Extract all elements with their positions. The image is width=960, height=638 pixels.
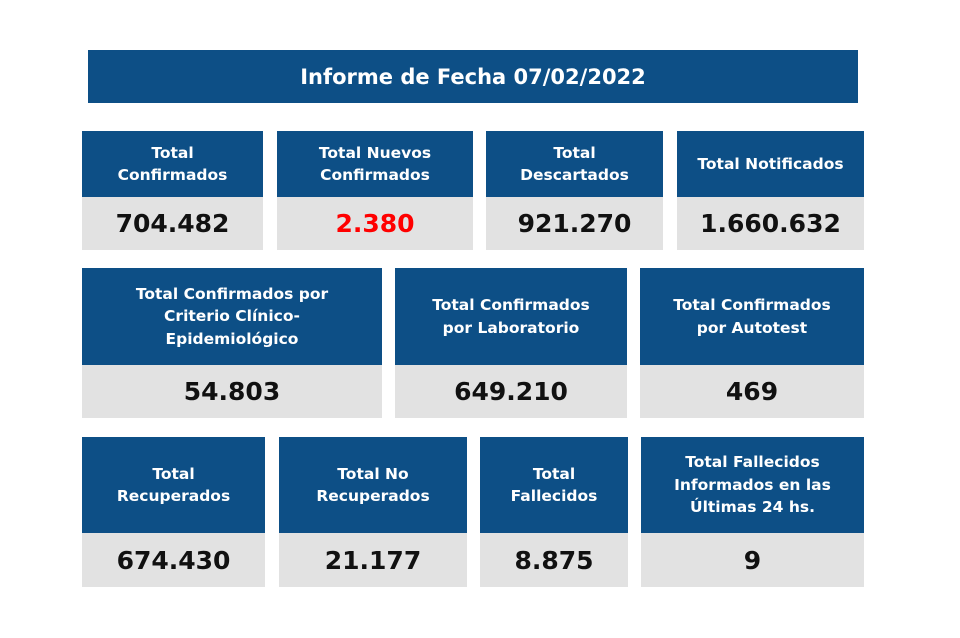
card-label: Total No Recuperados xyxy=(279,437,467,533)
card-value: 469 xyxy=(640,365,864,418)
card-label: Total Confirmados por Laboratorio xyxy=(395,268,627,365)
card-value: 649.210 xyxy=(395,365,627,418)
card-label: Total Confirmados por Autotest xyxy=(640,268,864,365)
card-value: 8.875 xyxy=(480,533,628,587)
card-label: Total Fallecidos xyxy=(480,437,628,533)
card-value: 9 xyxy=(641,533,864,587)
card-label: Total Confirmados por Criterio Clínico- … xyxy=(82,268,382,365)
card-label: Total Notificados xyxy=(677,131,864,197)
card-label: Total Fallecidos Informados en las Últim… xyxy=(641,437,864,533)
card-label: Total Confirmados xyxy=(82,131,263,197)
card-value: 921.270 xyxy=(486,197,663,250)
card-value: 1.660.632 xyxy=(677,197,864,250)
card-value: 674.430 xyxy=(82,533,265,587)
report-title: Informe de Fecha 07/02/2022 xyxy=(88,50,858,103)
card-label: Total Recuperados xyxy=(82,437,265,533)
card-label: Total Descartados xyxy=(486,131,663,197)
card-label: Total Nuevos Confirmados xyxy=(277,131,473,197)
card-value: 54.803 xyxy=(82,365,382,418)
card-value: 704.482 xyxy=(82,197,263,250)
card-value: 21.177 xyxy=(279,533,467,587)
card-value: 2.380 xyxy=(277,197,473,250)
